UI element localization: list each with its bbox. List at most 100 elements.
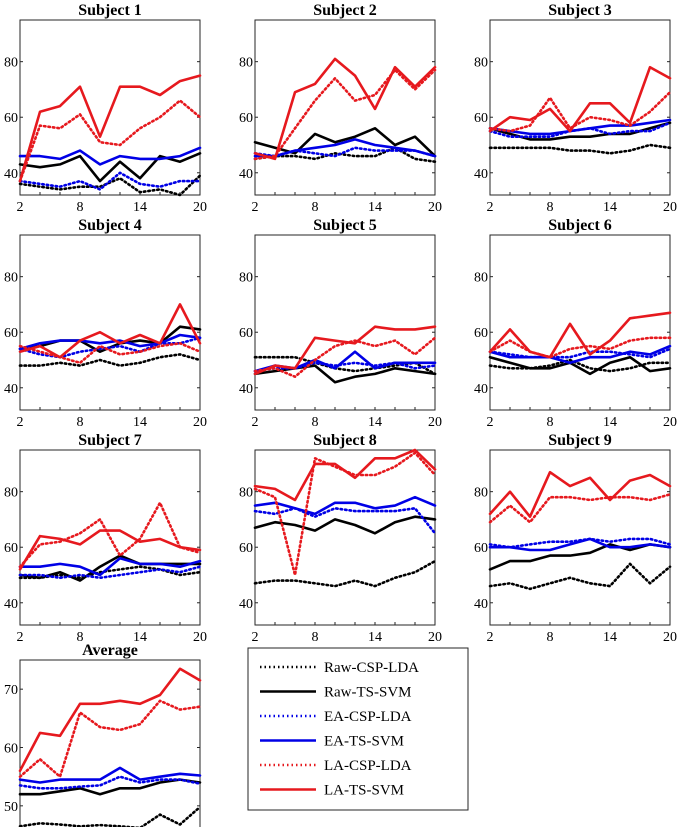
panel-5: Subject 5 40 60 80 2 8 14 20 bbox=[239, 217, 442, 430]
x-tick-label: 20 bbox=[428, 200, 442, 215]
axes-box bbox=[489, 449, 671, 626]
x-tick-label: 20 bbox=[193, 415, 207, 430]
legend-label: Raw-CSP-LDA bbox=[324, 660, 419, 676]
x-tick-label: 2 bbox=[252, 200, 259, 215]
series-line-la-csp-lda bbox=[253, 336, 437, 379]
series-line-ea-ts-svm bbox=[488, 344, 672, 365]
x-tick-label: 8 bbox=[547, 200, 554, 215]
x-tick-label: 14 bbox=[133, 415, 147, 430]
series-line-la-ts-svm bbox=[253, 448, 437, 502]
series-line-ea-csp-lda bbox=[488, 537, 672, 549]
series-line-raw-ts-svm bbox=[253, 515, 437, 535]
series-line-ea-ts-svm bbox=[18, 146, 202, 166]
y-tick-label: 60 bbox=[239, 111, 253, 126]
y-tick-label: 40 bbox=[474, 382, 488, 397]
series-line-la-csp-lda bbox=[253, 68, 437, 161]
series-line-raw-ts-svm bbox=[18, 554, 202, 582]
series-line-raw-csp-lda bbox=[253, 146, 437, 163]
x-tick-label: 8 bbox=[312, 200, 319, 215]
panel-title: Subject 9 bbox=[548, 432, 612, 449]
y-tick-label: 60 bbox=[474, 541, 488, 556]
panel-10: Average506070281420 bbox=[4, 642, 202, 827]
panel-8: Subject 8 40 60 80 2 8 14 20 bbox=[239, 432, 442, 645]
y-tick-label: 40 bbox=[239, 167, 253, 182]
y-tick-label: 40 bbox=[4, 597, 18, 612]
y-tick-label: 70 bbox=[4, 683, 18, 698]
axes-box bbox=[254, 19, 436, 196]
x-tick-label: 8 bbox=[77, 200, 84, 215]
panel-title: Subject 3 bbox=[548, 2, 612, 19]
x-tick-label: 8 bbox=[547, 415, 554, 430]
x-tick-label: 20 bbox=[663, 200, 677, 215]
y-tick-label: 60 bbox=[4, 111, 18, 126]
axes-box bbox=[19, 19, 201, 196]
panel-7: Subject 7 40 60 80 2 8 14 20 bbox=[4, 432, 207, 645]
axes-box bbox=[254, 449, 436, 626]
panel-title: Subject 6 bbox=[548, 217, 612, 234]
y-tick-label: 60 bbox=[4, 541, 18, 556]
x-tick-label: 14 bbox=[368, 200, 382, 215]
series-line-la-ts-svm bbox=[18, 667, 202, 773]
y-tick-label: 40 bbox=[4, 382, 18, 397]
series-line-raw-csp-lda bbox=[253, 559, 437, 588]
x-tick-label: 2 bbox=[17, 630, 24, 645]
y-tick-label: 80 bbox=[4, 56, 18, 71]
x-tick-label: 2 bbox=[487, 200, 494, 215]
x-tick-label: 14 bbox=[603, 200, 617, 215]
x-tick-label: 14 bbox=[133, 630, 147, 645]
y-tick-label: 40 bbox=[474, 597, 488, 612]
legend-box bbox=[247, 647, 469, 811]
x-tick-label: 20 bbox=[663, 630, 677, 645]
panel-3: Subject 3 40 60 80 2 8 14 20 bbox=[474, 2, 677, 215]
y-tick-label: 40 bbox=[4, 167, 18, 182]
x-tick-label: 20 bbox=[193, 200, 207, 215]
series-line-raw-csp-lda bbox=[488, 143, 672, 155]
legend: Raw-CSP-LDA Raw-TS-SVM EA-CSP-LDA EA-TS-SVM… bbox=[247, 647, 469, 811]
series-line-la-ts-svm bbox=[488, 311, 672, 359]
series-line-la-ts-svm bbox=[18, 74, 202, 183]
x-tick-label: 14 bbox=[133, 200, 147, 215]
x-tick-label: 20 bbox=[193, 630, 207, 645]
series-line-la-ts-svm bbox=[18, 303, 202, 359]
y-tick-label: 40 bbox=[239, 382, 253, 397]
series-line-raw-ts-svm bbox=[253, 127, 437, 158]
series-line-la-csp-lda bbox=[488, 493, 672, 524]
series-line-la-ts-svm bbox=[18, 529, 202, 571]
panel-title: Subject 7 bbox=[78, 432, 142, 449]
axes-box bbox=[19, 449, 201, 626]
y-tick-label: 80 bbox=[474, 271, 488, 286]
x-tick-label: 14 bbox=[368, 415, 382, 430]
y-tick-label: 60 bbox=[4, 742, 18, 757]
series-line-la-csp-lda bbox=[488, 336, 672, 359]
panel-title: Subject 5 bbox=[313, 217, 377, 234]
series-line-la-ts-svm bbox=[253, 57, 437, 161]
series-line-ea-ts-svm bbox=[488, 118, 672, 136]
x-tick-label: 20 bbox=[428, 415, 442, 430]
series-line-raw-ts-svm bbox=[253, 364, 437, 384]
series-line-la-csp-lda bbox=[18, 341, 202, 365]
series-line-ea-ts-svm bbox=[18, 766, 202, 784]
y-tick-label: 60 bbox=[4, 326, 18, 341]
x-tick-label: 14 bbox=[603, 415, 617, 430]
x-tick-label: 2 bbox=[17, 200, 24, 215]
x-tick-label: 20 bbox=[663, 415, 677, 430]
series-line-ea-csp-lda bbox=[18, 565, 202, 580]
series-line-raw-ts-svm bbox=[488, 543, 672, 571]
series-line-raw-csp-lda bbox=[18, 805, 202, 827]
series-line-ea-ts-svm bbox=[253, 495, 437, 516]
panel-title: Subject 4 bbox=[78, 217, 142, 234]
axes-box bbox=[489, 234, 671, 411]
series-line-ea-csp-lda bbox=[18, 775, 202, 790]
legend-label: EA-CSP-LDA bbox=[324, 709, 412, 725]
series-line-ea-csp-lda bbox=[18, 336, 202, 359]
x-tick-label: 8 bbox=[547, 630, 554, 645]
y-tick-label: 40 bbox=[239, 597, 253, 612]
legend-label: LA-CSP-LDA bbox=[324, 758, 412, 774]
y-tick-label: 60 bbox=[239, 326, 253, 341]
panel-title: Subject 8 bbox=[313, 432, 377, 449]
series-line-raw-csp-lda bbox=[18, 565, 202, 580]
axes-box bbox=[19, 234, 201, 411]
x-tick-label: 2 bbox=[487, 630, 494, 645]
y-tick-label: 60 bbox=[239, 541, 253, 556]
